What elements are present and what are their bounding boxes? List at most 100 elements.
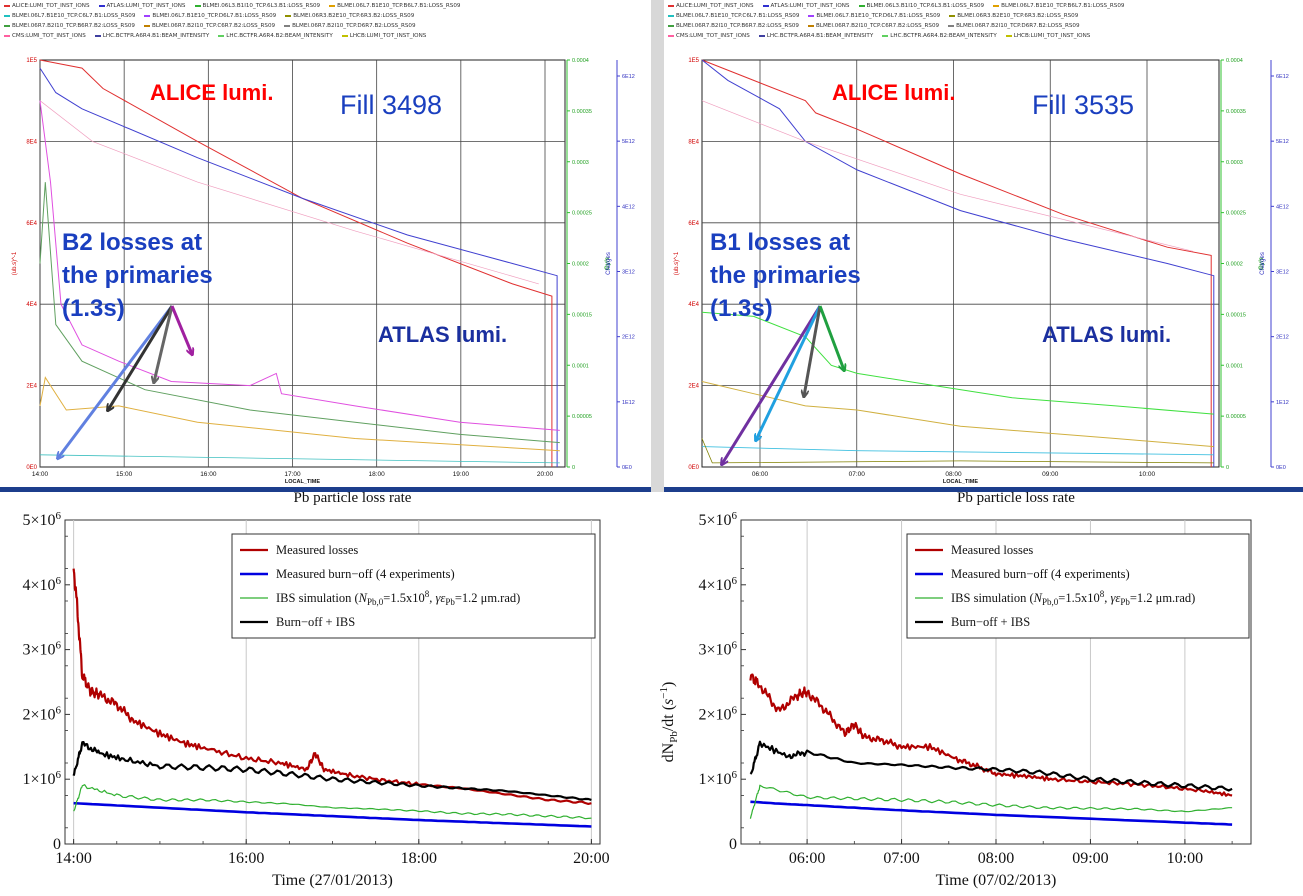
timber-legend: ALICE:LUMI_TOT_INST_IONS ATLAS:LUMI_TOT_I…: [0, 0, 651, 52]
annotation-arrow: [756, 305, 822, 440]
timber-legend-item[interactable]: LHC.BCTFR.A6R4.B1:BEAM_INTENSITY: [94, 33, 210, 39]
timber-screenshot-fill-3535: ALICE:LUMI_TOT_INST_IONS ATLAS:LUMI_TOT_I…: [664, 0, 1303, 487]
timber-legend-item[interactable]: ALICE:LUMI_TOT_INST_IONS: [668, 3, 754, 9]
gy-axis-tick-label: 0.0004: [1226, 58, 1243, 64]
legend-swatch: [762, 4, 769, 7]
timber-legend-item[interactable]: CMS:LUMI_TOT_INST_IONS: [4, 33, 86, 39]
chart-title: Pb particle loss rate: [957, 492, 1075, 506]
left-axis-tick-label: 2E4: [688, 384, 699, 390]
timber-legend-item[interactable]: BLMEI.06R7.B2I10_TCP.C6R7.B2:LOSS_RS09: [808, 23, 939, 29]
charges-axis-tick-label: 0E0: [622, 465, 632, 471]
legend-swatch: [4, 14, 10, 17]
legend-label: ALICE:LUMI_TOT_INST_IONS: [12, 3, 90, 9]
timber-legend-item[interactable]: BLMEI.06L3.B1I10_TCP.6L3.B1:LOSS_RS09: [858, 3, 984, 9]
timber-legend-item[interactable]: LHCB:LUMI_TOT_INST_IONS: [341, 33, 426, 39]
timber-legend-item[interactable]: LHC.BCTFR.A6R4.B2:BEAM_INTENSITY: [218, 33, 333, 39]
legend-label: BLMEI.06L3.B1I10_TCP.6L3.B1:LOSS_RS09: [202, 3, 321, 9]
timber-legend-item[interactable]: BLMEI.06L7.B1E10_TCP.D6L7.B1:LOSS_RS09: [808, 13, 940, 19]
legend-entry[interactable]: IBS simulation (NPb,0=1.5x108, γεPb=1.2 …: [951, 589, 1195, 607]
legend-label: BLMEI.06L7.B1E10_TCP.C6L7.B1:LOSS_RS09: [676, 13, 800, 19]
x-axis-tick-label: 19:00: [453, 471, 470, 478]
legend-entry[interactable]: Burn−off + IBS: [951, 615, 1030, 629]
charges-axis-tick-label: 2E12: [622, 335, 635, 341]
legend-entry[interactable]: IBS simulation (NPb,0=1.5x108, γεPb=1.2 …: [276, 589, 520, 607]
y-tick-label: 5×106: [22, 510, 61, 529]
y-tick-label: 0: [729, 836, 737, 853]
gy-axis-tick-label: 0.00035: [572, 109, 592, 115]
legend-label: BLMEI.06L7.B1E10_TCP.C6L7.B1:LOSS_RS09: [12, 13, 136, 19]
legend-swatch: [668, 4, 674, 7]
x-axis-tick-label: 15:00: [116, 471, 133, 478]
legend-swatch: [668, 24, 674, 27]
gy-axis-tick-label: 0.0002: [572, 262, 589, 268]
gy-axis-tick-label: 0.00005: [1226, 414, 1246, 420]
timber-legend-item[interactable]: BLMEI.06L7.B1E10_TCP.C6L7.B1:LOSS_RS09: [668, 13, 799, 19]
legend-swatch: [284, 24, 291, 27]
annotation-arrow: [818, 305, 844, 370]
trace-atlas-lumi: [39, 67, 558, 467]
timber-legend-item[interactable]: LHC.BCTFR.A6R4.B1:BEAM_INTENSITY: [758, 33, 873, 39]
timber-legend-item[interactable]: LHCB:LUMI_TOT_INST_IONS: [1005, 33, 1090, 39]
annotation-arrow: [58, 305, 174, 458]
series-line: [749, 673, 1233, 797]
charges-axis-tick-label: 6E12: [1276, 74, 1289, 80]
trace-atlas-lumi: [701, 59, 1215, 467]
annotation-atlas-lumi: ATLAS lumi.: [1042, 322, 1171, 347]
trace-alice-lumi: [701, 59, 1212, 467]
timber-plot: 1E5 8E4 6E4 4E4 2E4 0E0 06:00 07:00 08:00 09:00 10…: [674, 58, 1289, 485]
x-tick-label: 16:00: [228, 850, 264, 867]
timber-legend-row: ALICE:LUMI_TOT_INST_IONS ATLAS:LUMI_TOT_I…: [4, 3, 469, 12]
x-axis-title: LOCAL_TIME: [285, 479, 320, 485]
legend-label: BLMEI.06R7.B2I10_TCP.B6R7.B2:LOSS_RS09: [12, 23, 135, 29]
legend-swatch: [4, 24, 10, 27]
x-axis-tick-label: 07:00: [849, 471, 866, 478]
legend-label: BLMEI.06R7.B2I10_TCP.C6R7.B2:LOSS_RS09: [816, 23, 940, 29]
timber-legend-item[interactable]: ATLAS:LUMI_TOT_INST_IONS: [762, 3, 850, 9]
legend-entry[interactable]: Measured burn−off (4 experiments): [951, 567, 1130, 581]
left-axis-tick-label: 4E4: [26, 302, 37, 308]
timber-legend-item[interactable]: BLMEI.06R7.B2I10_TCP.D6R7.B2:LOSS_RS09: [948, 23, 1080, 29]
gy-axis-tick-label: 0.00035: [1226, 109, 1246, 115]
trace-b1-loss-c6l7: [701, 446, 1214, 456]
charges-axis-tick-label: 5E12: [622, 139, 635, 145]
x-axis-tick-label: 16:00: [200, 471, 217, 478]
legend-entry[interactable]: Burn−off + IBS: [276, 615, 355, 629]
legend-label: BLMEI.06R7.B2I10_TCP.C6R7.B2:LOSS_RS09: [152, 23, 276, 29]
timber-legend-item[interactable]: BLMEI.06L7.B1E10_TCP.B6L7.B1:LOSS_RS09: [329, 3, 460, 9]
timber-legend-item[interactable]: BLMEI.06R7.B2I10_TCP.D6R7.B2:LOSS_RS09: [284, 23, 416, 29]
x-tick-label: 18:00: [401, 850, 437, 867]
timber-legend-item[interactable]: BLMEI.06R3.B2E10_TCP.6R3.B2:LOSS_RS09: [949, 13, 1078, 19]
timber-legend-item[interactable]: BLMEI.06L7.B1E10_TCP.C6L7.B1:LOSS_RS09: [4, 13, 135, 19]
y-tick-label: 1×106: [22, 769, 61, 788]
timber-legend-item[interactable]: BLMEI.06R3.B2E10_TCP.6R3.B2:LOSS_RS09: [285, 13, 414, 19]
timber-legend-item[interactable]: CMS:LUMI_TOT_INST_IONS: [668, 33, 750, 39]
legend-entry[interactable]: Measured losses: [276, 543, 358, 557]
timber-legend-item[interactable]: BLMEI.06L7.B1E10_TCP.D6L7.B1:LOSS_RS09: [144, 13, 276, 19]
y-tick-label: 0: [53, 836, 61, 853]
left-axis-title: (ub.s)^-1: [12, 251, 18, 275]
x-axis-tick-label: 08:00: [945, 471, 962, 478]
timber-legend-item[interactable]: BLMEI.06R7.B2I10_TCP.B6R7.B2:LOSS_RS09: [668, 23, 799, 29]
timber-legend-item[interactable]: LHC.BCTFR.A6R4.B2:BEAM_INTENSITY: [882, 33, 997, 39]
gy-axis-tick-label: 0.00015: [572, 312, 592, 318]
annotation-losses-line: B2 losses at: [62, 229, 202, 256]
charges-axis-tick-label: 3E12: [622, 270, 635, 276]
timber-legend-row: ALICE:LUMI_TOT_INST_IONS ATLAS:LUMI_TOT_I…: [668, 3, 1133, 12]
y-tick-label: 4×106: [698, 575, 737, 594]
legend-label: LHC.BCTFR.A6R4.B1:BEAM_INTENSITY: [102, 33, 210, 39]
charges-axis-tick-label: 3E12: [1276, 270, 1289, 276]
trace-b2-loss-c6r7: [39, 182, 560, 444]
timber-legend-item[interactable]: BLMEI.06L3.B1I10_TCP.6L3.B1:LOSS_RS09: [194, 3, 321, 9]
timber-legend-item[interactable]: ATLAS:LUMI_TOT_INST_IONS: [98, 3, 186, 9]
timber-legend-item[interactable]: BLMEI.06R7.B2I10_TCP.B6R7.B2:LOSS_RS09: [4, 23, 135, 29]
gy-axis-tick-label: 0.00005: [572, 414, 592, 420]
x-axis-tick-label: 09:00: [1042, 471, 1059, 478]
y-tick-label: 3×106: [698, 640, 737, 659]
legend-entry[interactable]: Measured losses: [951, 543, 1033, 557]
legend-swatch: [949, 14, 956, 17]
legend-entry[interactable]: Measured burn−off (4 experiments): [276, 567, 455, 581]
timber-legend-item[interactable]: BLMEI.06L7.B1E10_TCP.B6L7.B1:LOSS_RS09: [993, 3, 1124, 9]
timber-legend-item[interactable]: ALICE:LUMI_TOT_INST_IONS: [4, 3, 90, 9]
annotation-atlas-lumi: ATLAS lumi.: [378, 322, 507, 347]
timber-legend-item[interactable]: BLMEI.06R7.B2I10_TCP.C6R7.B2:LOSS_RS09: [144, 23, 275, 29]
